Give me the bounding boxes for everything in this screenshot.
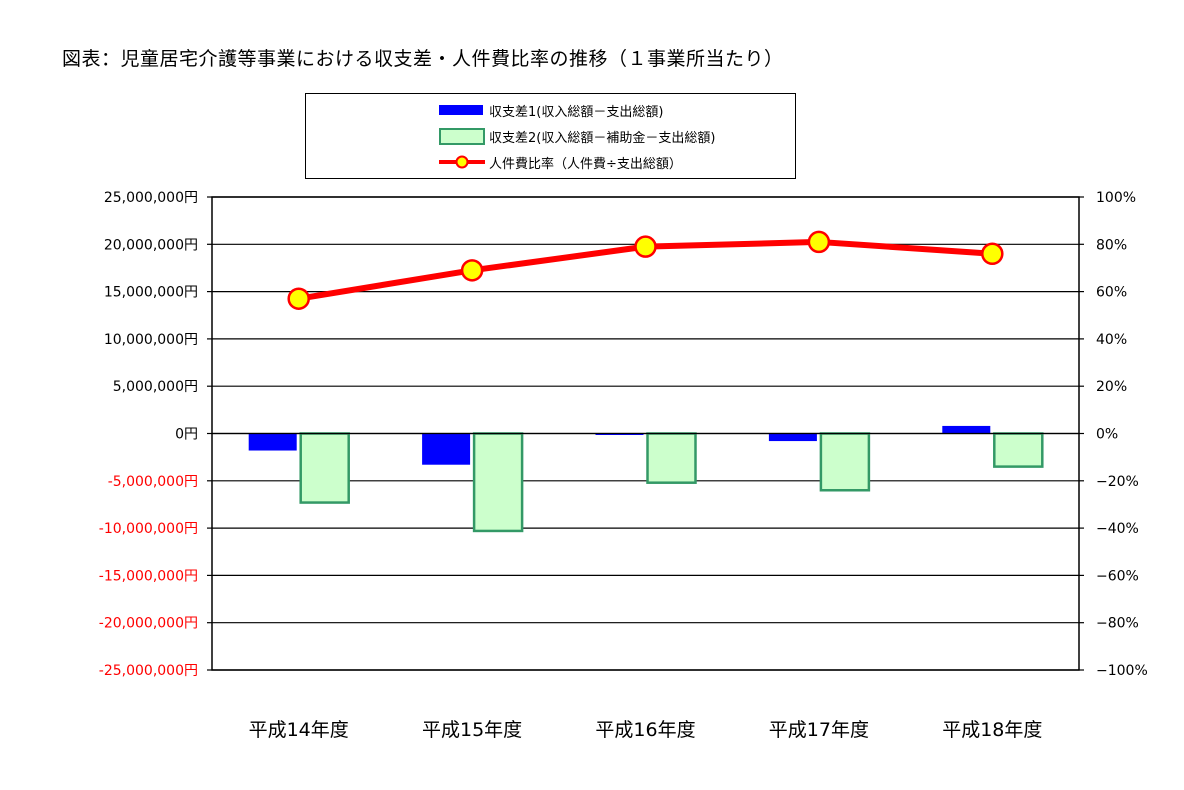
category-label: 平成15年度 [422,719,522,741]
legend: 収支差1(収入総額－支出総額) 収支差2(収入総額－補助金－支出総額) 人件費比… [305,93,796,179]
category-label: 平成18年度 [942,719,1042,741]
line-marker [287,287,310,310]
left-axis-ticks: 25,000,000円 20,000,000円 15,000,000円 10,000,… [99,190,212,679]
left-tick-label: 0円 [175,427,198,443]
line-marker [807,230,831,254]
legend-swatch-blue-bar [439,105,483,115]
right-tick-label: −40% [1096,521,1139,537]
left-tick-label: 20,000,000円 [104,237,198,253]
right-tick-label: 80% [1096,237,1127,253]
legend-label-series3: 人件費比率（人件費÷支出総額） [489,157,682,172]
left-tick-label: -20,000,000円 [99,616,198,632]
right-tick-label: 20% [1096,379,1127,395]
bar-series1 [768,433,817,442]
left-tick-label: -15,000,000円 [99,568,198,584]
legend-label-series1: 収支差1(収入総額－支出総額) [489,105,664,120]
left-tick-label: -5,000,000円 [108,474,198,490]
left-tick-label: 5,000,000円 [113,379,198,395]
category-axis-ticks: 平成14年度 平成15年度 平成16年度 平成17年度 平成18年度 [249,719,1043,741]
right-tick-label: −80% [1096,616,1139,632]
right-tick-label: 100% [1096,190,1136,206]
left-tick-label: 15,000,000円 [104,285,198,301]
right-tick-label: 0% [1096,427,1118,443]
line-marker [460,259,484,282]
line-marker [634,235,657,258]
category-label: 平成17年度 [769,719,869,741]
legend-swatch-green-bar [439,128,485,145]
left-tick-label: 10,000,000円 [104,332,198,348]
legend-swatch-red-line [439,155,485,169]
category-label: 平成16年度 [595,719,695,741]
right-tick-label: 60% [1096,285,1127,301]
bar-series2 [646,432,697,484]
bar-series [212,425,1079,533]
chart-title: 図表：児童居宅介護等事業における収支差・人件費比率の推移（１事業所当たり） [62,48,784,70]
bar-series2 [472,432,524,533]
bar-series2 [299,432,350,504]
right-axis-ticks: 100% 80% 60% 40% 20% 0% −20% −40% −60% −80% −100% [1079,190,1148,679]
legend-item-series2: 収支差2(収入総額－補助金－支出総額) [306,124,795,148]
line-marker [981,242,1004,266]
bar-series1 [248,433,297,451]
left-tick-label: 25,000,000円 [104,190,198,206]
left-tick-label: -25,000,000円 [99,663,198,679]
category-label: 平成14年度 [249,719,349,741]
line-series [287,230,1004,310]
bar-series2 [993,432,1044,468]
legend-label-series2: 収支差2(収入総額－補助金－支出総額) [489,131,716,146]
legend-item-series3: 人件費比率（人件費÷支出総額） [306,150,795,174]
bar-series1 [422,433,471,465]
left-tick-label: -10,000,000円 [99,521,198,537]
bar-series2 [819,432,871,492]
right-tick-label: 40% [1096,332,1127,348]
legend-item-series1: 収支差1(収入総額－支出総額) [306,98,795,122]
right-tick-label: −20% [1096,474,1139,490]
bar-series1 [595,433,644,435]
right-tick-label: −60% [1096,568,1139,584]
right-tick-label: −100% [1096,663,1148,679]
bar-series1 [942,425,991,434]
